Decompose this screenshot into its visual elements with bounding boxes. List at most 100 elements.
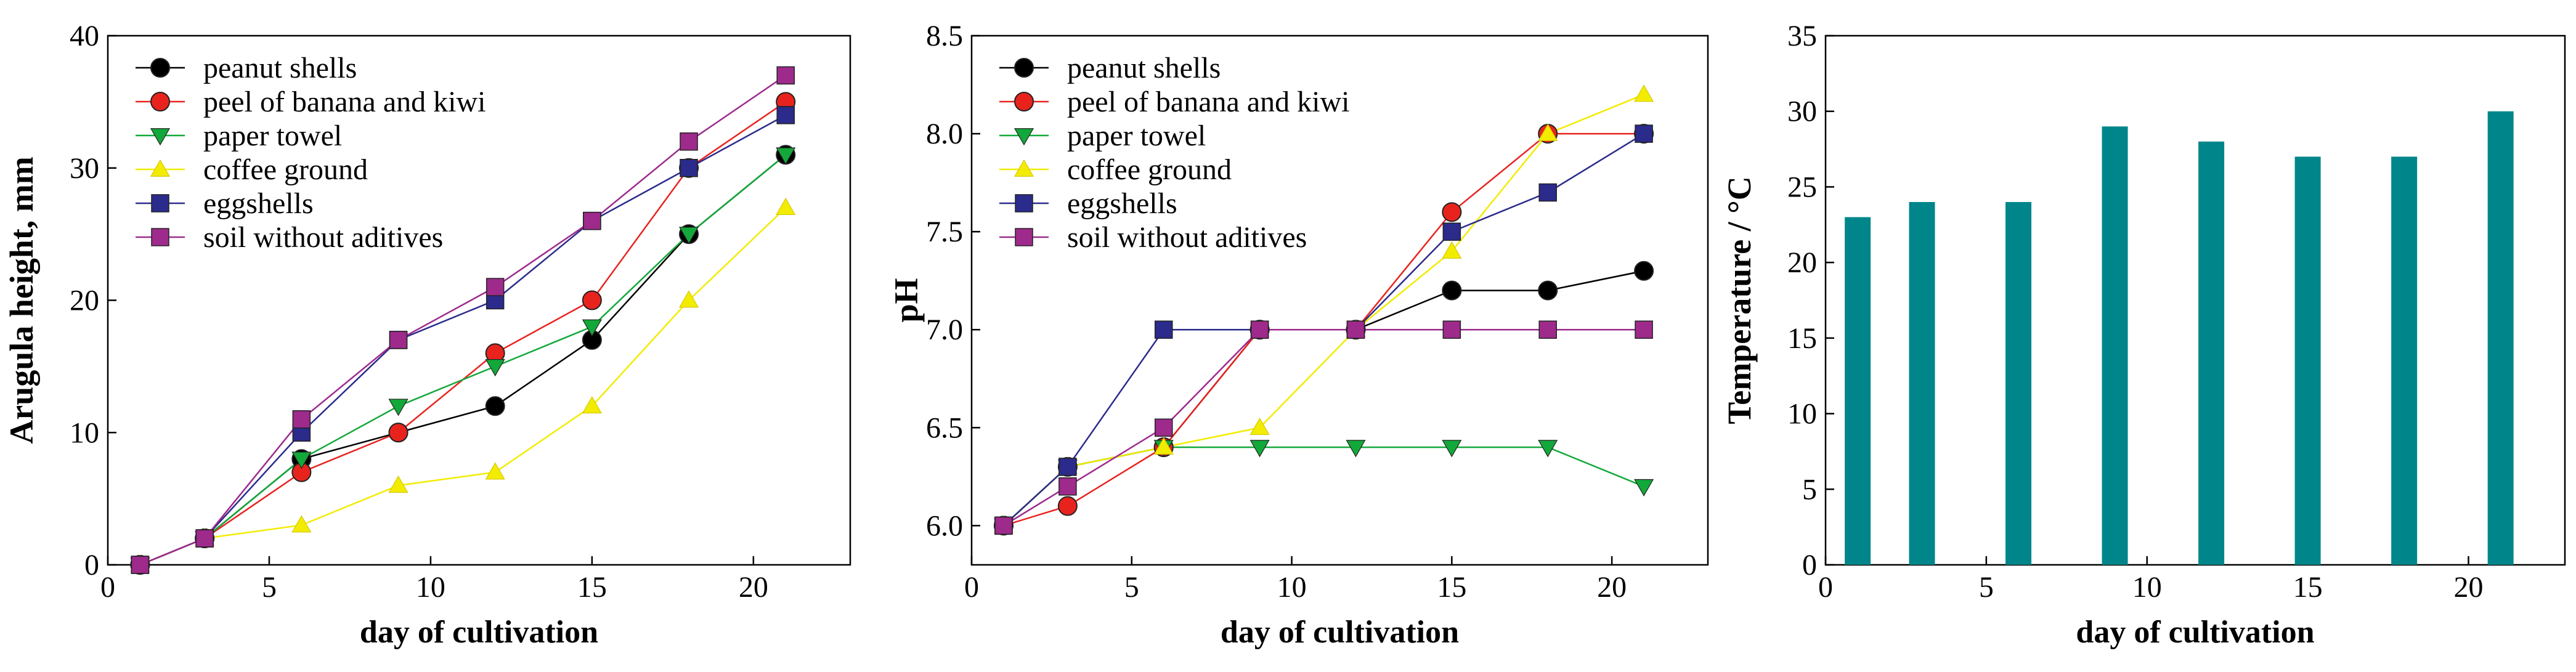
data-point bbox=[776, 66, 795, 85]
legend-marker bbox=[1014, 159, 1034, 177]
x-tick-label: 10 bbox=[1277, 571, 1307, 604]
y-tick-label: 15 bbox=[1787, 322, 1817, 355]
data-point bbox=[1442, 280, 1462, 301]
data-point bbox=[291, 515, 312, 533]
data-point bbox=[679, 290, 699, 308]
data-point bbox=[1442, 440, 1462, 458]
data-point bbox=[1058, 477, 1077, 496]
y-tick-label: 8.5 bbox=[926, 20, 963, 52]
data-point bbox=[1442, 241, 1462, 259]
x-tick-label: 5 bbox=[1124, 571, 1139, 604]
x-tick-label: 5 bbox=[1979, 571, 1994, 604]
data-point bbox=[1346, 320, 1365, 339]
x-axis-title: day of cultivation bbox=[1221, 615, 1459, 650]
legend-marker bbox=[1015, 228, 1033, 246]
data-point bbox=[131, 556, 150, 574]
legend-label: peel of banana and kiwi bbox=[1067, 86, 1349, 118]
x-tick-label: 20 bbox=[2453, 571, 2483, 604]
y-tick-label: 20 bbox=[70, 285, 99, 317]
legend-label: peanut shells bbox=[1067, 52, 1221, 84]
bar bbox=[1909, 201, 1935, 565]
x-tick-label: 0 bbox=[1818, 571, 1833, 604]
legend-marker bbox=[1014, 58, 1034, 78]
data-point bbox=[1058, 458, 1077, 476]
legend-marker bbox=[150, 128, 171, 146]
data-point bbox=[582, 319, 602, 337]
data-point bbox=[1634, 84, 1654, 102]
y-tick-label: 0 bbox=[1802, 549, 1817, 581]
y-tick-label: 40 bbox=[70, 20, 99, 52]
data-point bbox=[582, 290, 602, 310]
data-point bbox=[1442, 320, 1461, 339]
legend-marker bbox=[151, 228, 169, 246]
ph-chart: 0 5 10 15 20 6.0 6.5 7.0 7.5 8.0 8.5 day of cultiva… bbox=[888, 20, 1709, 650]
x-tick-label: 15 bbox=[2293, 571, 2323, 604]
temperature-chart: 0 5 10 15 20 0 5 10 15 20 25 30 35 day of cultivation… bbox=[1721, 20, 2566, 650]
data-point bbox=[1249, 418, 1270, 435]
bar bbox=[2102, 126, 2128, 565]
y-tick-label: 10 bbox=[70, 416, 99, 449]
series-line bbox=[139, 207, 787, 566]
data-point bbox=[1634, 479, 1654, 496]
data-point bbox=[485, 359, 505, 377]
data-point bbox=[994, 516, 1013, 535]
data-point bbox=[388, 475, 408, 493]
x-tick-label: 10 bbox=[2132, 571, 2162, 604]
y-axis-title: Arugula height, mm bbox=[3, 156, 40, 444]
bar bbox=[1845, 217, 1871, 565]
series-line bbox=[139, 114, 786, 566]
y-tick-label: 5 bbox=[1802, 473, 1817, 506]
legend-label: peanut shells bbox=[203, 52, 357, 84]
data-point bbox=[1057, 496, 1078, 516]
data-point bbox=[1538, 280, 1558, 301]
x-tick-label: 5 bbox=[262, 571, 277, 604]
x-tick-label: 20 bbox=[739, 571, 768, 604]
legend-label: paper towel bbox=[1067, 119, 1206, 152]
data-point bbox=[195, 529, 214, 548]
data-point bbox=[1538, 183, 1557, 202]
data-point bbox=[485, 396, 505, 416]
y-tick-label: 30 bbox=[70, 152, 99, 185]
data-point bbox=[582, 396, 602, 414]
y-tick-label: 30 bbox=[1787, 95, 1817, 128]
y-tick-label: 6.0 bbox=[926, 509, 963, 542]
legend-label: coffee ground bbox=[1067, 153, 1232, 186]
bar bbox=[2198, 141, 2225, 565]
bar bbox=[2005, 201, 2032, 565]
bar bbox=[2294, 156, 2321, 565]
data-point bbox=[1250, 320, 1269, 339]
data-point bbox=[486, 278, 505, 296]
series-line bbox=[1003, 270, 1644, 527]
data-point bbox=[1538, 440, 1558, 458]
y-tick-label: 7.5 bbox=[926, 216, 963, 248]
data-point bbox=[680, 132, 698, 151]
x-axis-title: day of cultivation bbox=[360, 615, 598, 650]
legend-label: soil without aditives bbox=[1067, 221, 1307, 254]
y-axis-title: pH bbox=[888, 278, 925, 322]
y-tick-label: 8.0 bbox=[926, 118, 963, 150]
legend-label: coffee ground bbox=[203, 153, 368, 186]
legend-label: eggshells bbox=[203, 187, 314, 220]
data-point bbox=[1634, 261, 1654, 281]
series-line bbox=[139, 75, 786, 566]
data-point bbox=[680, 159, 698, 177]
plot-frame bbox=[970, 34, 1709, 566]
series-line bbox=[139, 154, 787, 566]
data-point bbox=[388, 399, 408, 416]
data-point bbox=[388, 423, 408, 443]
x-tick-label: 15 bbox=[577, 571, 607, 604]
data-point bbox=[1538, 123, 1558, 141]
y-tick-label: 25 bbox=[1787, 171, 1817, 203]
legend-marker bbox=[1015, 194, 1033, 213]
legend-label: soil without aditives bbox=[203, 221, 443, 254]
data-point bbox=[292, 410, 311, 429]
series-line bbox=[1003, 328, 1644, 527]
data-point bbox=[1154, 418, 1173, 437]
series-line bbox=[1003, 94, 1644, 527]
data-point bbox=[1249, 440, 1270, 458]
legend-marker bbox=[1014, 128, 1034, 146]
data-point bbox=[291, 451, 312, 469]
data-point bbox=[1154, 320, 1173, 339]
data-point bbox=[485, 462, 505, 480]
data-point bbox=[776, 197, 796, 216]
